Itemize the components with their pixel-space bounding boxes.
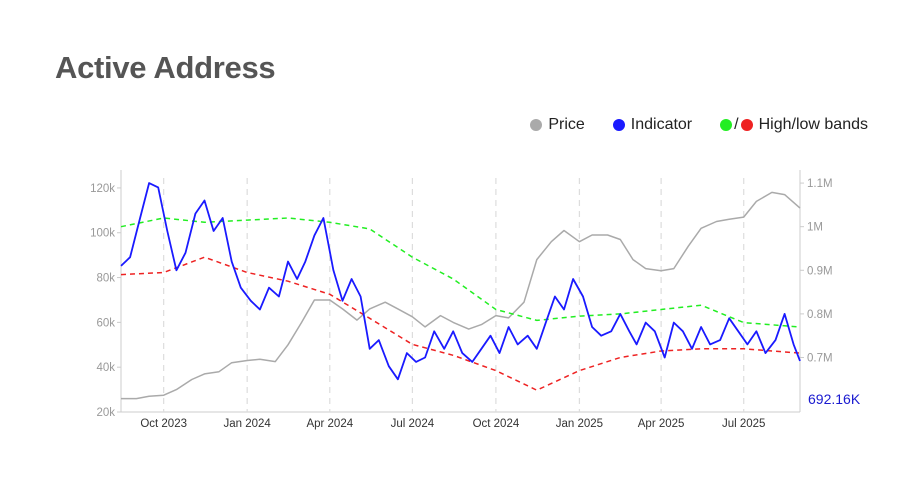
indicator-legend-dot [612, 119, 625, 131]
legend-item-bands[interactable]: / High/low bands [720, 116, 868, 134]
left-tick-label: 120k [90, 183, 115, 195]
left-tick-label: 100k [90, 228, 115, 240]
low-band-line [120, 256, 801, 391]
x-tick-label: Oct 2024 [473, 418, 520, 430]
left-tick-label: 60k [96, 317, 115, 329]
chart-legend: Price Indicator / High/low bands [530, 116, 868, 134]
high-band-legend-dot [720, 119, 733, 131]
x-tick-label: Apr 2025 [638, 418, 685, 430]
left-tick-label: 20k [96, 407, 115, 419]
legend-label-price: Price [548, 116, 585, 133]
right-tick-label: 1.1M [807, 178, 833, 190]
price-legend-dot [530, 119, 543, 131]
right-tick-label: 1M [807, 222, 823, 234]
right-tick-label: 0.7M [807, 352, 833, 364]
legend-label-bands: High/low bands [758, 116, 868, 133]
legend-item-price[interactable]: Price [530, 116, 585, 134]
high-band-line [120, 217, 801, 328]
legend-item-indicator[interactable]: Indicator [612, 116, 693, 134]
x-tick-label: Jan 2024 [224, 418, 272, 430]
x-tick-label: Oct 2023 [140, 418, 187, 430]
x-tick-label: Apr 2024 [306, 418, 353, 430]
right-tick-label: 0.9M [807, 265, 833, 277]
left-tick-label: 80k [96, 273, 115, 285]
page-title: Active Address [55, 50, 276, 85]
x-tick-label: Jan 2025 [556, 418, 603, 430]
left-tick-label: 40k [96, 362, 115, 374]
right-tick-label: 0.8M [807, 309, 833, 321]
x-tick-label: Jul 2025 [722, 418, 765, 430]
legend-label-indicator: Indicator [630, 116, 693, 133]
indicator-line [120, 182, 801, 381]
indicator-last-value: 692.16K [808, 391, 861, 407]
legend-separator: / [734, 116, 739, 133]
x-tick-label: Jul 2024 [391, 418, 435, 430]
low-band-legend-dot [740, 119, 753, 131]
price-line [121, 191, 801, 400]
